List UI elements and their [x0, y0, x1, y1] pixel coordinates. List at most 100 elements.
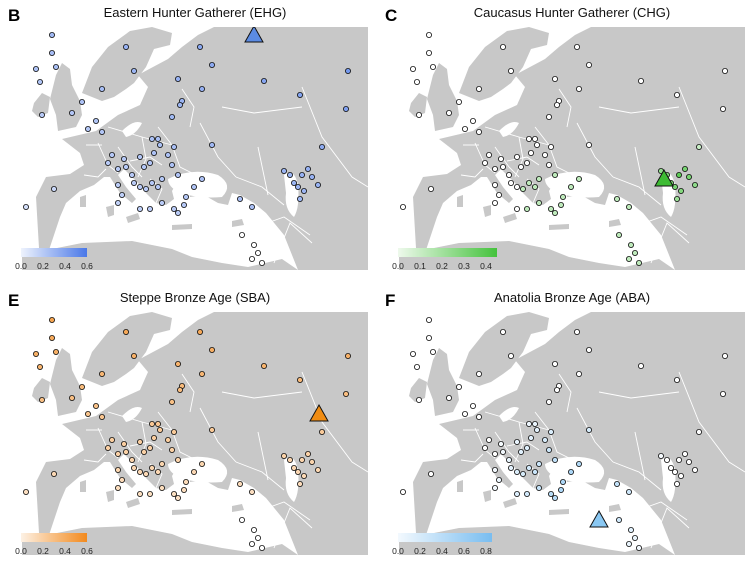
sample-site-point[interactable]	[149, 179, 156, 186]
sample-site-point[interactable]	[559, 193, 566, 200]
sample-site-point[interactable]	[462, 411, 469, 418]
sample-site-point[interactable]	[533, 142, 540, 149]
sample-site-point[interactable]	[514, 154, 521, 161]
sample-site-point[interactable]	[99, 129, 106, 136]
sample-site-point[interactable]	[482, 159, 489, 166]
sample-site-point[interactable]	[671, 183, 678, 190]
sample-site-point[interactable]	[427, 470, 434, 477]
sample-site-point[interactable]	[675, 171, 682, 178]
sample-site-point[interactable]	[663, 456, 670, 463]
sample-site-point[interactable]	[318, 144, 325, 151]
sample-site-point[interactable]	[115, 165, 122, 172]
sample-site-point[interactable]	[496, 191, 503, 198]
sample-site-point[interactable]	[719, 391, 726, 398]
sample-site-point[interactable]	[681, 450, 688, 457]
sample-site-point[interactable]	[290, 464, 297, 471]
sample-site-point[interactable]	[535, 199, 542, 206]
sample-site-point[interactable]	[637, 363, 644, 370]
sample-site-point[interactable]	[677, 472, 684, 479]
sample-site-point[interactable]	[296, 377, 303, 384]
sample-site-point[interactable]	[105, 159, 112, 166]
sample-site-point[interactable]	[425, 334, 432, 341]
sample-site-point[interactable]	[613, 195, 620, 202]
sample-site-point[interactable]	[99, 414, 106, 421]
sample-site-point[interactable]	[518, 163, 525, 170]
sample-site-point[interactable]	[541, 152, 548, 159]
sample-site-point[interactable]	[298, 171, 305, 178]
sample-site-point[interactable]	[123, 448, 130, 455]
sample-site-point[interactable]	[170, 144, 177, 151]
sample-site-point[interactable]	[286, 456, 293, 463]
sample-site-point[interactable]	[673, 480, 680, 487]
sample-site-point[interactable]	[190, 468, 197, 475]
sample-site-point[interactable]	[506, 456, 513, 463]
sample-site-point[interactable]	[280, 167, 287, 174]
sample-site-point[interactable]	[631, 534, 638, 541]
sample-site-point[interactable]	[304, 450, 311, 457]
sample-site-point[interactable]	[258, 544, 265, 551]
sample-site-point[interactable]	[248, 255, 255, 262]
sample-site-point[interactable]	[526, 179, 533, 186]
sample-site-point[interactable]	[290, 179, 297, 186]
sample-site-point[interactable]	[79, 99, 86, 106]
sample-site-point[interactable]	[524, 205, 531, 212]
sample-site-point[interactable]	[342, 391, 349, 398]
sample-site-point[interactable]	[143, 470, 150, 477]
sample-site-point[interactable]	[409, 66, 416, 73]
sample-site-point[interactable]	[685, 173, 692, 180]
sample-site-point[interactable]	[520, 470, 527, 477]
sample-site-point[interactable]	[427, 185, 434, 192]
sample-site-point[interactable]	[38, 112, 45, 119]
sample-site-point[interactable]	[719, 106, 726, 113]
sample-site-point[interactable]	[695, 429, 702, 436]
sample-site-point[interactable]	[635, 259, 642, 266]
sample-site-point[interactable]	[79, 384, 86, 391]
sample-site-point[interactable]	[105, 444, 112, 451]
sample-site-point[interactable]	[164, 437, 171, 444]
sample-site-point[interactable]	[486, 437, 493, 444]
sample-site-point[interactable]	[627, 526, 634, 533]
sample-site-point[interactable]	[208, 142, 215, 149]
sample-site-point[interactable]	[208, 347, 215, 354]
sample-site-point[interactable]	[498, 440, 505, 447]
sample-site-point[interactable]	[514, 490, 521, 497]
sample-site-point[interactable]	[500, 448, 507, 455]
sample-site-point[interactable]	[413, 364, 420, 371]
sample-site-point[interactable]	[121, 440, 128, 447]
sample-site-point[interactable]	[23, 488, 29, 495]
sample-site-point[interactable]	[498, 155, 505, 162]
sample-site-point[interactable]	[545, 399, 552, 406]
sample-site-point[interactable]	[673, 92, 680, 99]
sample-site-point[interactable]	[492, 450, 499, 457]
sample-site-point[interactable]	[627, 241, 634, 248]
sample-site-point[interactable]	[535, 460, 542, 467]
sample-site-point[interactable]	[154, 421, 161, 428]
sample-site-point[interactable]	[508, 464, 515, 471]
sample-site-point[interactable]	[176, 387, 183, 394]
sample-site-point[interactable]	[721, 68, 728, 75]
sample-site-point[interactable]	[508, 68, 515, 75]
sample-site-point[interactable]	[238, 516, 245, 523]
sample-site-point[interactable]	[526, 421, 533, 428]
sample-site-point[interactable]	[115, 181, 122, 188]
sample-site-point[interactable]	[129, 171, 136, 178]
sample-site-point[interactable]	[415, 112, 422, 119]
sample-site-point[interactable]	[585, 62, 592, 69]
map-chg[interactable]	[399, 27, 745, 270]
sample-site-point[interactable]	[250, 526, 257, 533]
sample-site-point[interactable]	[535, 175, 542, 182]
sample-site-point[interactable]	[547, 144, 554, 151]
sample-site-point[interactable]	[254, 534, 261, 541]
sample-site-point[interactable]	[677, 187, 684, 194]
sample-site-point[interactable]	[573, 328, 580, 335]
sample-site-point[interactable]	[476, 129, 483, 136]
sample-site-point[interactable]	[123, 163, 130, 170]
sample-site-point[interactable]	[154, 136, 161, 143]
sample-site-point[interactable]	[208, 62, 215, 69]
sample-site-point[interactable]	[23, 203, 29, 210]
sample-site-point[interactable]	[470, 403, 477, 410]
sample-site-point[interactable]	[154, 468, 161, 475]
sample-site-point[interactable]	[158, 199, 165, 206]
sample-site-point[interactable]	[514, 439, 521, 446]
sample-site-point[interactable]	[182, 478, 189, 485]
